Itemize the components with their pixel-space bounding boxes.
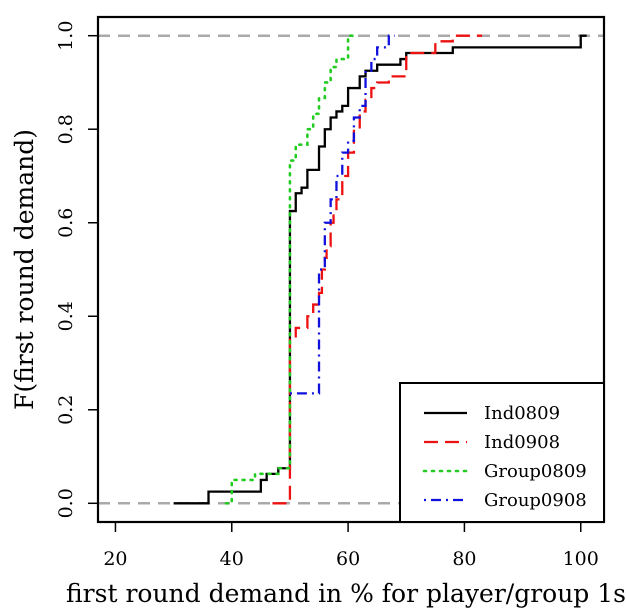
x-axis-label: first round demand in % for player/group… [66, 579, 626, 608]
series-line-ind0809 [173, 34, 587, 505]
series-layer [173, 34, 587, 505]
y-tick-label: 0.4 [55, 301, 77, 331]
legend: Ind0809 Ind0908 Group0809 Group0908 [399, 382, 605, 523]
series-line-group0809 [224, 34, 356, 505]
y-tick-label: 0.6 [55, 208, 77, 238]
legend-box [399, 382, 605, 523]
x-tick-label: 20 [103, 548, 127, 570]
series-line-ind0908 [272, 34, 483, 505]
plot-frame [96, 15, 606, 524]
x-tick-label: 60 [336, 548, 360, 570]
y-axis-label: F(first round demand) [10, 129, 39, 410]
x-tick-label: 40 [220, 548, 244, 570]
y-tick-label: 0.0 [55, 488, 77, 518]
legend-label-ind0908: Ind0908 [484, 432, 560, 453]
legend-label-group0908: Group0908 [484, 490, 587, 511]
axes: 20 40 60 80 100 0.0 0.2 0.4 0.6 0.8 1.0 [55, 21, 599, 570]
legend-label-group0809: Group0809 [484, 461, 587, 482]
y-tick-label: 0.2 [55, 395, 77, 425]
x-tick-label: 100 [563, 548, 599, 570]
series-line-group0908 [289, 34, 395, 395]
legend-label-ind0809: Ind0809 [484, 403, 560, 424]
x-tick-label: 80 [452, 548, 476, 570]
y-tick-label: 0.8 [55, 114, 77, 144]
y-tick-label: 1.0 [55, 21, 77, 51]
